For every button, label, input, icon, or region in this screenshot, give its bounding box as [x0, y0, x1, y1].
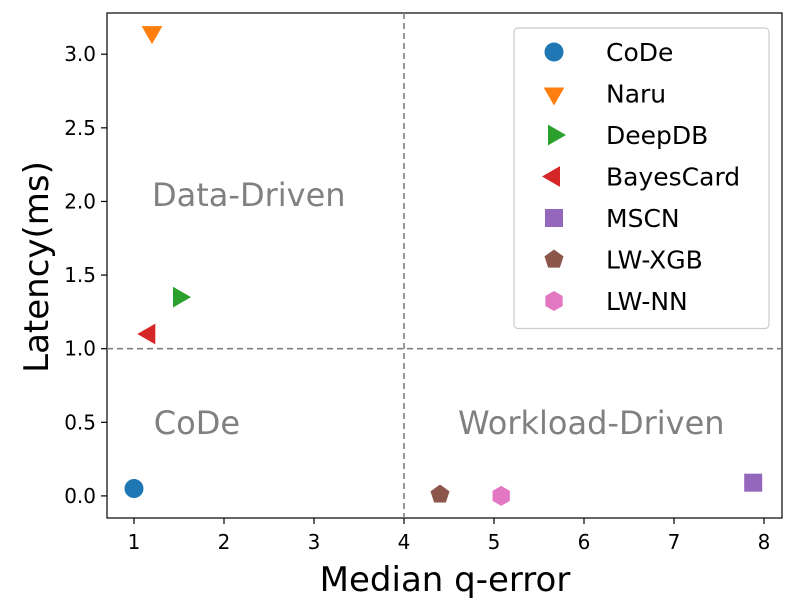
region-label: CoDe — [154, 404, 240, 442]
legend-label-mscn: MSCN — [606, 204, 680, 233]
data-point-mscn — [744, 473, 763, 492]
y-tick-label: 2.0 — [64, 189, 96, 213]
legend-label-lw-xgb: LW-XGB — [606, 246, 703, 275]
plot-area — [106, 12, 783, 519]
x-tick-label: 1 — [128, 530, 141, 554]
legend-marker-bayescard — [542, 166, 560, 187]
y-axis-ticks: 0.0 0.5 1.0 1.5 2.0 2.5 3.0 — [64, 42, 107, 508]
y-tick-label: 0.0 — [64, 484, 96, 508]
legend-label-bayescard: BayesCard — [606, 163, 740, 192]
legend-label-naru: Naru — [606, 80, 666, 109]
legend-label-deepdb: DeepDB — [606, 121, 708, 150]
region-label: Workload-Driven — [458, 404, 725, 442]
legend-marker-code — [544, 42, 564, 62]
region-label: Data-Driven — [152, 176, 346, 214]
y-tick-label: 1.5 — [64, 263, 96, 287]
reference-lines — [107, 13, 782, 518]
legend-marker-mscn — [545, 209, 563, 227]
legend-frame — [513, 27, 770, 330]
y-tick-label: 2.5 — [64, 116, 96, 140]
x-tick-label: 5 — [488, 530, 501, 554]
y-tick-label: 1.0 — [64, 337, 96, 361]
region-labels: Data-Driven CoDe Workload-Driven — [152, 176, 725, 442]
data-point-deepdb — [173, 286, 191, 308]
y-tick-label: 0.5 — [64, 410, 96, 434]
y-tick-label: 3.0 — [64, 42, 96, 66]
legend-marker-naru — [543, 87, 565, 106]
legend-marker-lw-nn — [545, 291, 563, 311]
data-point-code — [124, 479, 144, 499]
x-tick-label: 2 — [218, 530, 231, 554]
x-tick-label: 8 — [758, 530, 771, 554]
data-points — [124, 26, 763, 506]
legend-label-code: CoDe — [606, 38, 673, 67]
x-tick-label: 3 — [308, 530, 321, 554]
legend: CoDe Naru DeepDB BayesCard MSCN LW-XGB LW-NN — [513, 27, 770, 330]
legend-label-lw-nn: LW-NN — [606, 287, 688, 316]
x-axis-label: Median q-error — [320, 560, 571, 600]
data-point-bayescard — [137, 323, 156, 345]
data-point-lw-nn — [492, 485, 510, 506]
x-tick-label: 4 — [398, 530, 411, 554]
data-point-lw-xgb — [430, 484, 450, 503]
data-point-naru — [141, 26, 163, 45]
plot-frame — [106, 12, 783, 519]
legend-marker-deepdb — [548, 124, 566, 146]
y-axis-label: Latency(ms) — [17, 161, 57, 373]
x-tick-label: 7 — [668, 530, 681, 554]
x-tick-label: 6 — [578, 530, 591, 554]
x-axis-ticks: 1 2 3 4 5 6 7 8 — [128, 518, 771, 554]
legend-marker-lw-xgb — [544, 249, 564, 268]
